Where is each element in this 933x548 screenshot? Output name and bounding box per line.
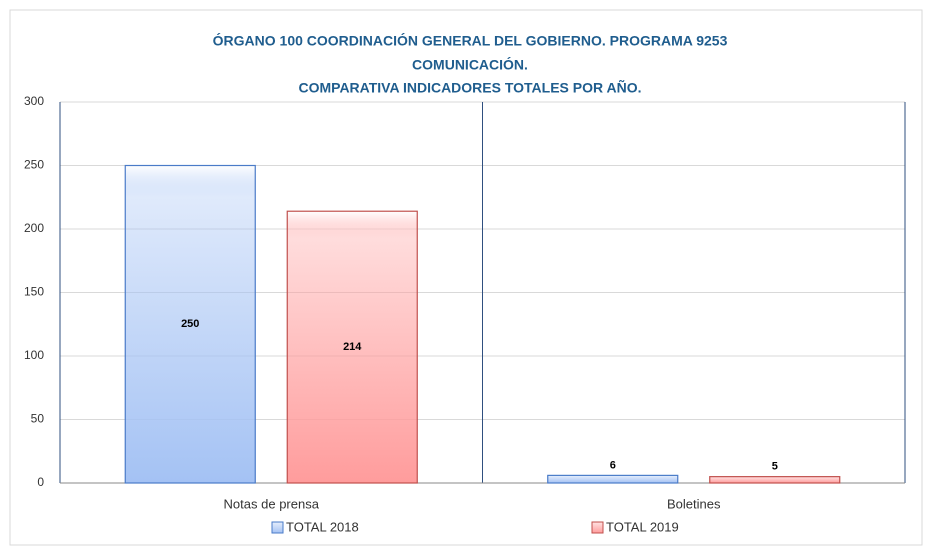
- chart-title: COMUNICACIÓN.: [412, 56, 528, 73]
- y-tick-label: 150: [24, 285, 44, 299]
- value-label: 5: [772, 461, 778, 473]
- legend-swatch: [271, 521, 284, 534]
- value-label: 6: [610, 459, 616, 471]
- y-tick-label: 300: [24, 94, 44, 108]
- y-tick-label: 100: [24, 348, 44, 362]
- bar: [124, 164, 256, 484]
- y-tick-label: 50: [31, 412, 45, 426]
- y-tick-label: 0: [37, 475, 44, 489]
- bar: [709, 476, 841, 484]
- bar: [286, 210, 418, 484]
- legend-label: TOTAL 2019: [606, 519, 679, 534]
- y-tick-label: 200: [24, 221, 44, 235]
- legend-label: TOTAL 2018: [286, 519, 359, 534]
- x-tick-label: Notas de prensa: [224, 496, 320, 511]
- legend-swatch: [591, 521, 604, 534]
- value-label: 250: [181, 318, 199, 330]
- y-tick-label: 250: [24, 158, 44, 172]
- bar: [547, 474, 679, 484]
- x-tick-label: Boletines: [667, 496, 721, 511]
- chart-title: COMPARATIVA INDICADORES TOTALES POR AÑO.: [298, 79, 641, 96]
- value-label: 214: [343, 341, 362, 353]
- chart-title: ÓRGANO 100 COORDINACIÓN GENERAL DEL GOBI…: [213, 32, 728, 49]
